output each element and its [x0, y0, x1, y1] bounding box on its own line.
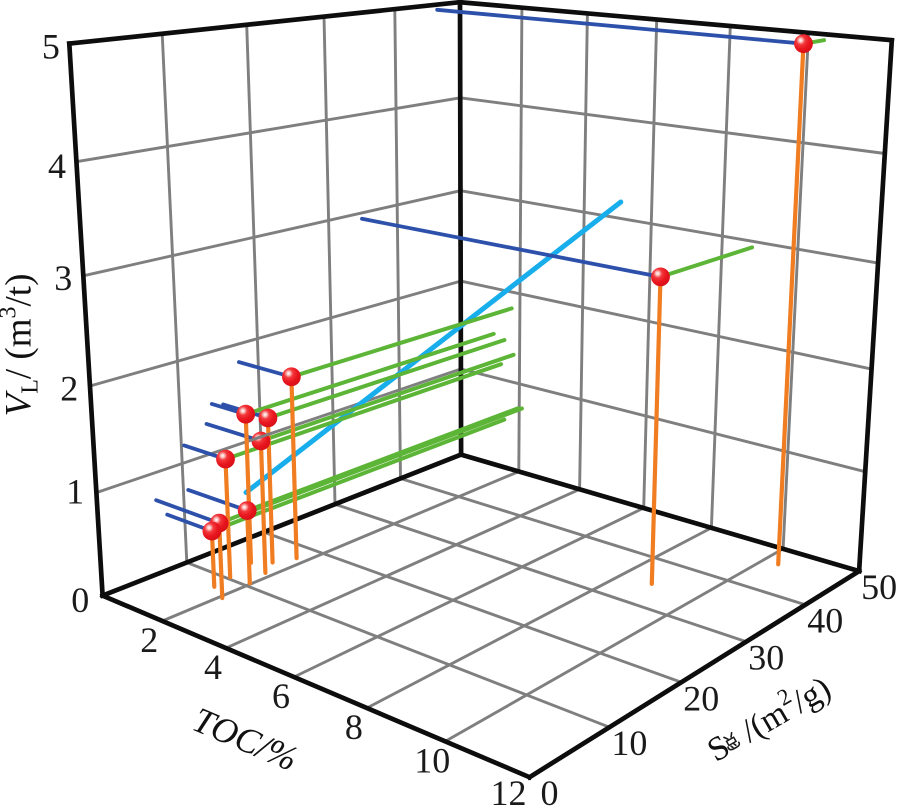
svg-text:0: 0 — [71, 580, 89, 620]
svg-text:10: 10 — [611, 723, 647, 763]
svg-text:12: 12 — [491, 773, 527, 807]
svg-text:2: 2 — [60, 369, 78, 409]
svg-text:3: 3 — [54, 258, 72, 298]
svg-text:0: 0 — [541, 773, 559, 807]
svg-text:50: 50 — [861, 567, 897, 607]
svg-text:5: 5 — [42, 26, 60, 66]
svg-text:40: 40 — [807, 601, 843, 641]
svg-text:4: 4 — [48, 146, 66, 186]
svg-text:6: 6 — [272, 676, 290, 716]
svg-text:8: 8 — [345, 707, 363, 747]
svg-text:VL/ (m3/t): VL/ (m3/t) — [0, 274, 44, 417]
svg-text:1: 1 — [66, 471, 84, 511]
svg-text:4: 4 — [204, 647, 222, 687]
svg-text:30: 30 — [748, 638, 784, 678]
svg-text:2: 2 — [140, 620, 158, 660]
svg-text:10: 10 — [414, 740, 450, 780]
svg-text:20: 20 — [683, 678, 719, 718]
